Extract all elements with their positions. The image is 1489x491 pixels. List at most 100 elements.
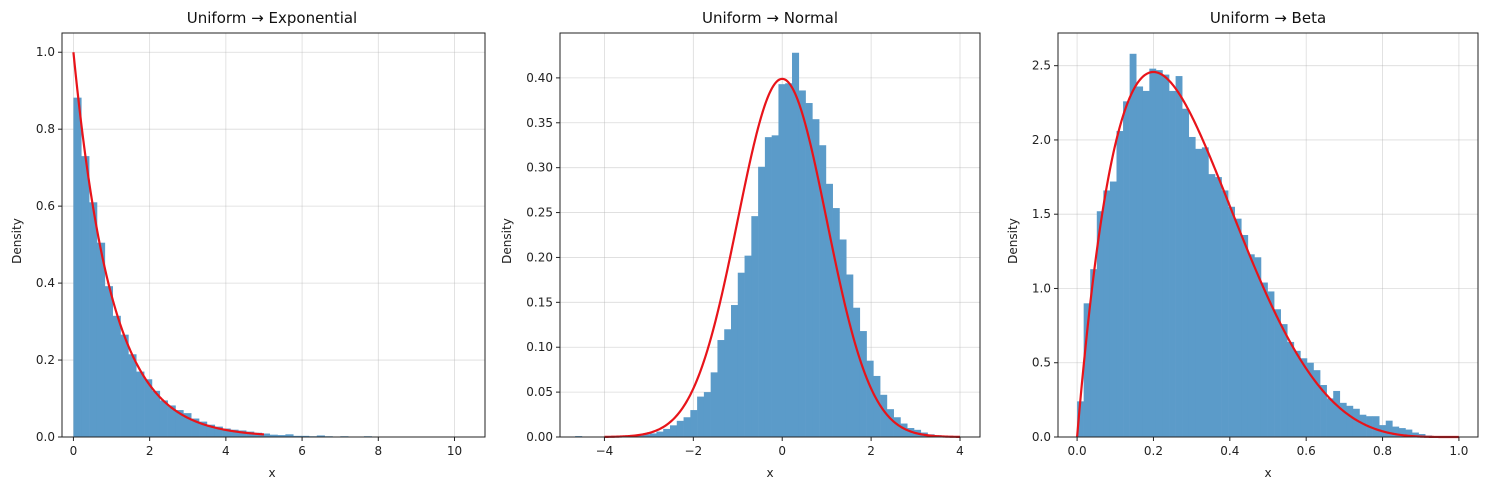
panel-exponential: Uniform → Exponential x Density 0 2 4 6 8 10 0… xyxy=(10,9,486,480)
x-tick-label: 0.2 xyxy=(1144,444,1163,458)
histogram-bar xyxy=(1201,147,1209,437)
histogram-bar xyxy=(1155,70,1163,437)
histogram-bar xyxy=(1136,86,1144,438)
histogram-bar xyxy=(717,340,725,437)
histogram-bar xyxy=(1195,148,1203,437)
histogram-bar xyxy=(214,426,223,437)
histogram-bar xyxy=(1103,190,1111,437)
histogram-bar xyxy=(1320,385,1327,437)
y-tick-label: 2.0 xyxy=(1032,133,1051,147)
x-axis-label: x xyxy=(268,466,275,480)
histogram-bar xyxy=(785,83,793,437)
histogram-bar xyxy=(880,394,888,437)
histogram-bar xyxy=(1149,68,1157,437)
histogram-bar xyxy=(1333,390,1341,437)
x-tick-label: 2 xyxy=(867,444,875,458)
histogram-bar xyxy=(136,371,145,437)
histogram-bar xyxy=(89,202,98,437)
histogram-bar xyxy=(1287,341,1295,437)
histogram-bar xyxy=(81,156,90,437)
histogram-bar xyxy=(1313,370,1321,437)
y-tick-label: 0.10 xyxy=(526,340,553,354)
histogram-bar xyxy=(1162,74,1170,438)
histogram-bar xyxy=(832,208,840,437)
histogram-bar xyxy=(230,429,239,437)
histogram-bar xyxy=(96,242,106,437)
histogram-bar xyxy=(893,417,901,437)
axes-frame xyxy=(1057,32,1479,438)
histogram-bar xyxy=(1188,136,1196,437)
histogram-bar xyxy=(1215,177,1222,437)
histogram-bar xyxy=(1083,303,1091,437)
histogram-bar xyxy=(151,390,161,437)
histogram-bar xyxy=(293,435,302,437)
histogram-bar xyxy=(73,97,82,437)
y-tick-label: 0.25 xyxy=(526,206,553,220)
histogram-bar xyxy=(1169,90,1176,438)
histogram-bar xyxy=(886,409,894,437)
histogram-bar xyxy=(812,119,820,437)
axes-frame xyxy=(559,32,981,438)
histogram-bar xyxy=(873,375,881,437)
y-tick-label: 1.0 xyxy=(1032,281,1051,295)
histogram-bar xyxy=(690,410,698,437)
histogram-bar xyxy=(859,331,867,437)
histogram-bar xyxy=(846,274,854,437)
histogram-bar xyxy=(676,420,684,437)
histogram-bar xyxy=(724,329,732,437)
histogram xyxy=(73,97,467,437)
histogram-bar xyxy=(128,354,137,437)
histogram-bar xyxy=(120,334,129,437)
histogram xyxy=(1077,53,1446,438)
histogram-bar xyxy=(900,423,908,437)
y-tick-label: 0.5 xyxy=(1032,356,1051,370)
histogram-bar xyxy=(1129,53,1137,437)
y-tick-label: 0.0 xyxy=(36,430,55,444)
histogram-bar xyxy=(771,135,779,437)
y-tick-label: 0.8 xyxy=(36,122,55,136)
y-tick-label: 0.4 xyxy=(36,276,55,290)
x-tick-label: 6 xyxy=(298,444,306,458)
histogram-bar xyxy=(238,430,247,437)
histogram-bar xyxy=(104,286,113,437)
histogram-bar xyxy=(792,52,800,438)
histogram-bar xyxy=(206,424,216,437)
y-tick-label: 2.5 xyxy=(1032,59,1051,73)
histogram-bar xyxy=(1208,174,1216,437)
histogram-bar xyxy=(261,433,270,437)
x-axis-label: x xyxy=(766,466,773,480)
x-tick-label: 4 xyxy=(956,444,964,458)
x-tick-label: −4 xyxy=(596,444,614,458)
histogram-bar xyxy=(1077,401,1084,437)
histogram-bar xyxy=(144,379,153,437)
x-tick-label: 1.0 xyxy=(1449,444,1468,458)
histogram xyxy=(575,52,949,438)
y-tick-label: 0.15 xyxy=(526,295,553,309)
histogram-bar xyxy=(1300,358,1308,437)
y-tick-label: 0.6 xyxy=(36,199,55,213)
x-tick-label: 0 xyxy=(70,444,78,458)
histogram-bar xyxy=(751,216,759,437)
pdf-curve xyxy=(1075,70,1459,439)
y-axis-label: Density xyxy=(500,218,514,264)
panel-title: Uniform → Normal xyxy=(702,9,838,27)
histogram-bar xyxy=(222,428,231,437)
x-tick-label: 8 xyxy=(374,444,382,458)
histogram-bar xyxy=(839,239,847,437)
histogram-bar xyxy=(1260,282,1268,437)
x-tick-label: 0.0 xyxy=(1068,444,1087,458)
histogram-bar xyxy=(636,435,644,437)
histogram-bar xyxy=(825,183,833,437)
histogram-bar xyxy=(1175,76,1183,437)
x-tick-label: 0.6 xyxy=(1297,444,1316,458)
y-tick-label: 0.2 xyxy=(36,353,55,367)
histogram-bar xyxy=(744,255,752,437)
histogram-bar xyxy=(1293,350,1301,437)
histogram-bar xyxy=(1274,309,1281,437)
histogram-bar xyxy=(1116,131,1124,437)
histogram-bar xyxy=(737,272,745,437)
histogram-bar xyxy=(1326,398,1334,437)
y-tick-label: 0.30 xyxy=(526,161,553,175)
histogram-bar xyxy=(1267,291,1275,437)
